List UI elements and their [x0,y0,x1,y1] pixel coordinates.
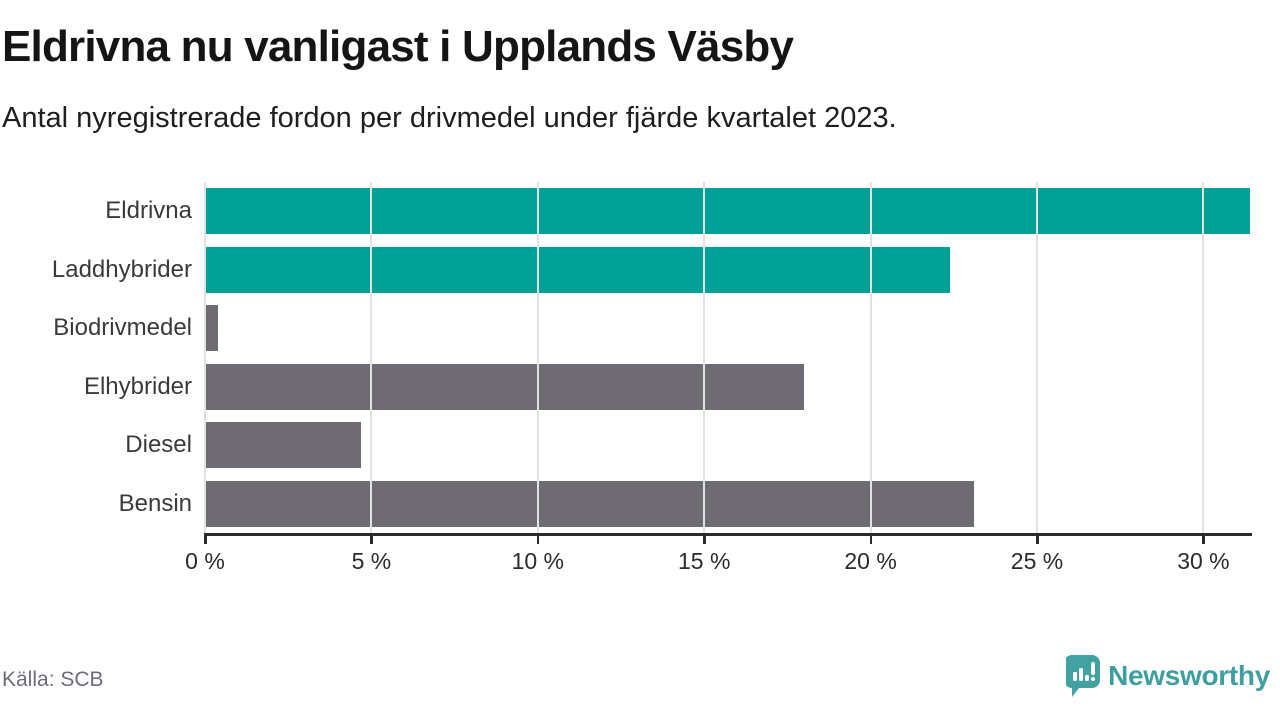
tick-mark [1036,535,1039,544]
tick-label: 20 % [844,548,897,574]
page-subtitle: Antal nyregistrerade fordon per drivmede… [2,102,897,134]
tick-mark [204,535,207,544]
bar-chart: Eldrivna Laddhybrider Biodrivmedel Elhybrid… [0,182,1280,574]
tick-label: 25 % [1010,548,1064,574]
gridline [703,182,706,533]
bar-biodrivmedel [205,305,219,352]
tick-label: 30 % [1177,548,1230,574]
category-label: Biodrivmedel [53,314,192,342]
tick-mark [703,535,706,544]
newsworthy-logo-icon [1066,655,1101,697]
category-label: Bensin [118,489,192,517]
gridline [536,182,539,533]
gridline [1036,182,1038,533]
tick-mark [536,535,540,544]
bar-elhybrider [205,363,805,410]
tick-label: 5 % [351,548,392,574]
newsworthy-logo-text: Newsworthy [1108,660,1270,691]
gridline [204,182,206,533]
source-note: Källa: SCB [2,668,104,691]
category-labels: Eldrivna Laddhybrider Biodrivmedel Elhybrid… [0,182,192,533]
gridline [1202,182,1205,533]
bar-laddhybrider [205,246,951,293]
bar-bensin [205,480,974,527]
gridline [370,182,373,533]
plot-area: 0 % 5 % 10 % 15 % 20 % 25 % 30 % [185,182,1252,574]
bar-diesel [205,422,362,469]
bar-eldrivna [205,188,1250,235]
category-label: Diesel [125,431,192,459]
tick-label: 15 % [677,548,731,574]
tick-label: 10 % [511,548,565,574]
tick-mark [1202,535,1205,544]
tick-mark [370,535,373,544]
category-label: Laddhybrider [51,255,192,283]
tick-mark [869,535,873,544]
gridline [869,182,872,533]
newsworthy-logo[interactable]: Newsworthy [1066,652,1270,700]
category-label: Elhybrider [83,372,192,400]
x-axis-line [204,533,1252,536]
tick-label: 0 % [185,548,225,574]
page-title: Eldrivna nu vanligast i Upplands Väsby [2,22,794,71]
category-label: Eldrivna [105,197,192,225]
